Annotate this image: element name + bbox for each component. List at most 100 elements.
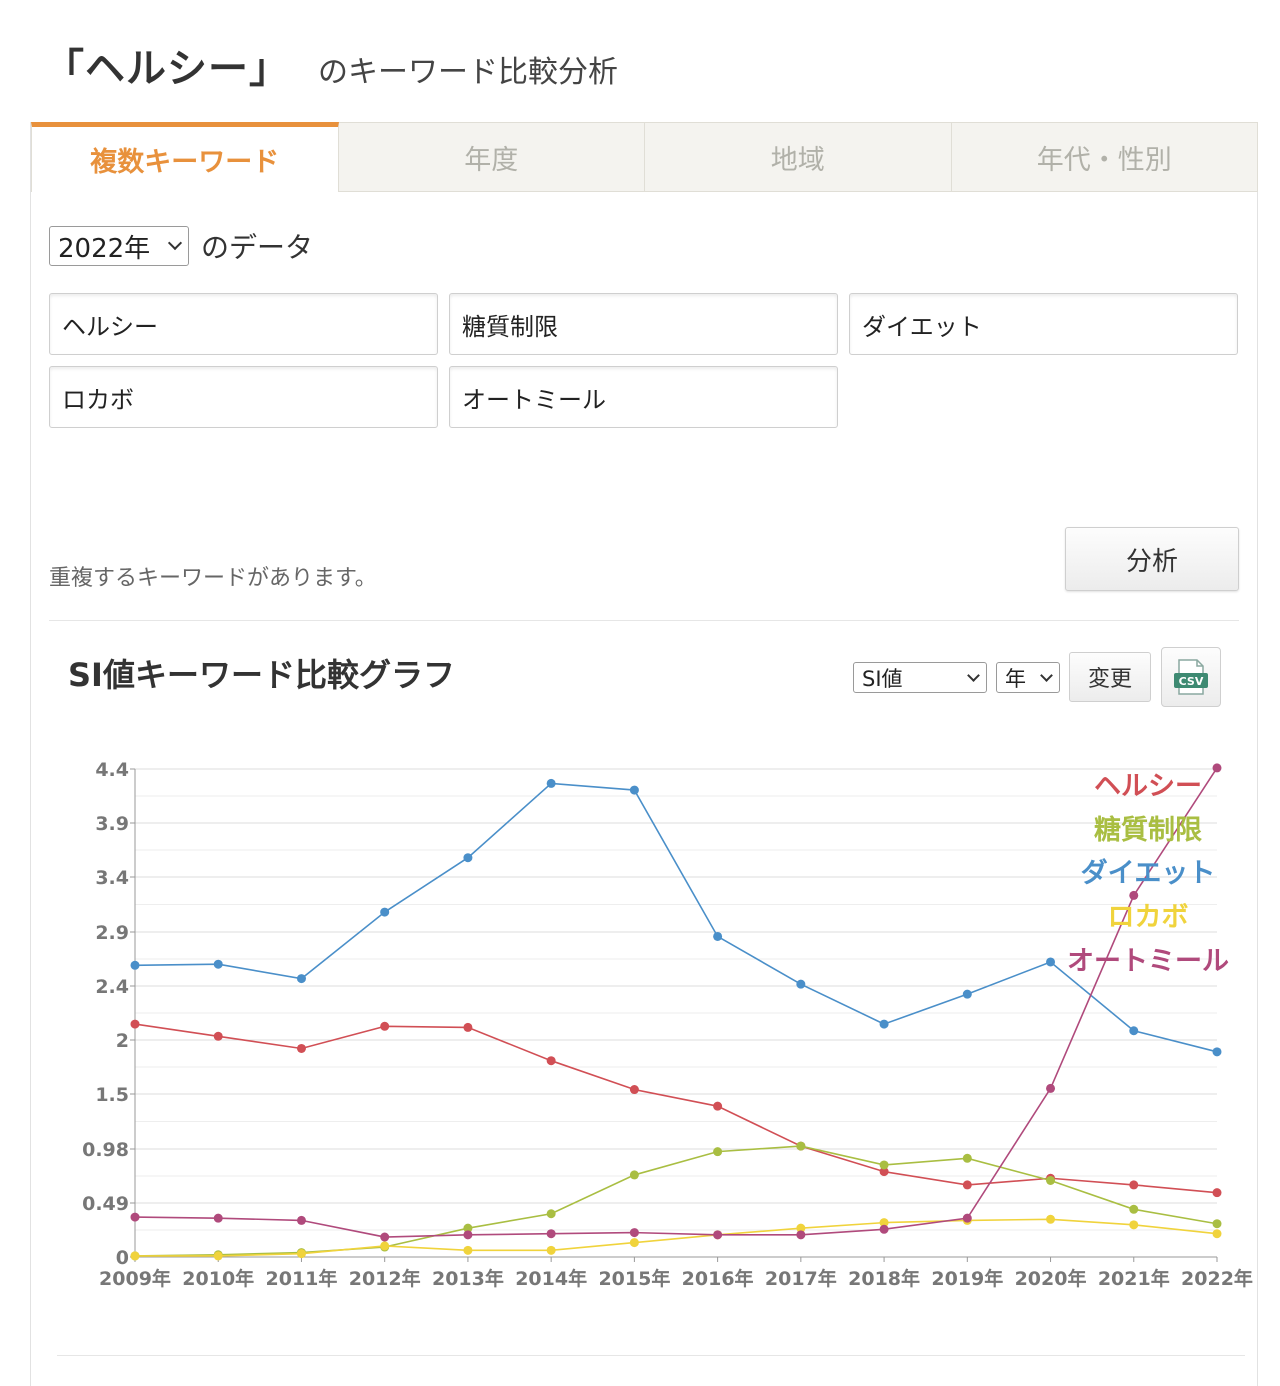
data-point xyxy=(713,931,723,941)
data-point xyxy=(213,1251,223,1261)
y-tick-label: 0 xyxy=(116,1247,129,1269)
legend-item: ダイエット xyxy=(1081,857,1216,889)
y-tick-label: 2.9 xyxy=(95,922,129,944)
data-point xyxy=(962,1153,972,1163)
data-point xyxy=(296,1043,306,1053)
data-point xyxy=(1129,1180,1139,1190)
data-point xyxy=(1212,1047,1222,1057)
tab-fiscal-year[interactable]: 年度 xyxy=(338,122,645,192)
year-suffix-label: のデータ xyxy=(201,231,314,264)
data-point xyxy=(713,1147,723,1157)
x-tick-label: 2018年 xyxy=(848,1267,920,1290)
data-point xyxy=(1129,1026,1139,1036)
keyword-input-1[interactable]: ヘルシー xyxy=(49,293,438,355)
page-title: 「ヘルシー」 のキーワード比較分析 xyxy=(44,36,618,92)
chart-series xyxy=(130,763,1222,1261)
data-point xyxy=(546,1056,556,1066)
x-tick-label: 2012年 xyxy=(349,1267,421,1290)
data-point xyxy=(213,1031,223,1041)
y-tick-label: 2 xyxy=(116,1030,129,1052)
data-point xyxy=(546,1229,556,1239)
data-point xyxy=(1212,1229,1222,1239)
x-tick-label: 2017年 xyxy=(765,1267,837,1290)
data-point xyxy=(1129,890,1139,900)
legend-item: 糖質制限 xyxy=(1094,814,1202,846)
analyze-button[interactable]: 分析 xyxy=(1065,527,1239,591)
series-line xyxy=(134,1023,1218,1194)
data-point xyxy=(130,1019,140,1029)
tab-age-gender[interactable]: 年代・性別 xyxy=(951,122,1258,192)
data-point xyxy=(879,1167,889,1177)
data-point xyxy=(629,785,639,795)
data-point xyxy=(380,907,390,917)
series-1 xyxy=(130,1019,1222,1198)
data-point xyxy=(1212,1219,1222,1229)
period-select[interactable]: 年 xyxy=(996,662,1060,693)
data-point xyxy=(213,1213,223,1223)
data-point xyxy=(796,1223,806,1233)
y-tick-label: 3.4 xyxy=(95,867,129,889)
data-point xyxy=(463,1230,473,1240)
bottom-divider xyxy=(57,1355,1245,1356)
data-point xyxy=(629,1085,639,1095)
data-point xyxy=(796,979,806,989)
csv-download-button[interactable]: CSV xyxy=(1161,647,1221,707)
csv-icon-text: CSV xyxy=(1179,675,1204,688)
data-point xyxy=(796,1141,806,1151)
data-point xyxy=(1129,1220,1139,1230)
x-tick-label: 2014年 xyxy=(515,1267,587,1290)
keyword-input-3[interactable]: ダイエット xyxy=(849,293,1238,355)
series-5 xyxy=(130,763,1222,1242)
y-tick-label: 0.49 xyxy=(82,1193,129,1215)
data-point xyxy=(213,959,223,969)
tab-bar: 複数キーワード 年度 地域 年代・性別 xyxy=(31,122,1258,192)
page-title-suffix: のキーワード比較分析 xyxy=(318,55,618,90)
keyword-input-4[interactable]: ロカボ xyxy=(49,366,438,428)
x-tick-label: 2015年 xyxy=(598,1267,670,1290)
data-point xyxy=(463,1022,473,1032)
data-point xyxy=(380,1021,390,1031)
data-point xyxy=(130,960,140,970)
data-point xyxy=(879,1019,889,1029)
x-tick-label: 2022年 xyxy=(1181,1267,1253,1290)
x-tick-label: 2011年 xyxy=(266,1267,338,1290)
x-tick-label: 2021年 xyxy=(1098,1267,1170,1290)
data-point xyxy=(546,778,556,788)
chart-title: SI値キーワード比較グラフ xyxy=(68,656,455,694)
metric-select[interactable]: SI値 xyxy=(853,662,987,693)
period-select-value: 年 xyxy=(1005,666,1026,691)
y-tick-label: 3.9 xyxy=(95,813,129,835)
keyword-input-2[interactable]: 糖質制限 xyxy=(449,293,838,355)
legend-item: オートミール xyxy=(1067,946,1229,977)
data-point xyxy=(1046,1175,1056,1185)
y-tick-label: 4.4 xyxy=(95,759,129,781)
tab-region[interactable]: 地域 xyxy=(645,122,952,192)
data-point xyxy=(962,1180,972,1190)
data-point xyxy=(879,1160,889,1170)
data-point xyxy=(296,1249,306,1259)
section-divider xyxy=(49,620,1239,621)
data-point xyxy=(296,1215,306,1225)
year-select[interactable]: 2022年 xyxy=(49,226,189,266)
series-line xyxy=(134,767,1218,1238)
metric-select-value: SI値 xyxy=(862,666,903,691)
keyword-input-5[interactable]: オートミール xyxy=(449,366,838,428)
change-button[interactable]: 変更 xyxy=(1069,652,1151,702)
data-point xyxy=(629,1238,639,1248)
data-point xyxy=(962,1213,972,1223)
data-point xyxy=(796,1230,806,1240)
series-3 xyxy=(130,778,1222,1057)
data-point xyxy=(1212,763,1222,773)
data-point xyxy=(130,1251,140,1261)
data-point xyxy=(879,1218,889,1228)
y-tick-label: 2.4 xyxy=(95,976,129,998)
x-tick-label: 2013年 xyxy=(432,1267,504,1290)
tab-multiple-keywords[interactable]: 複数キーワード xyxy=(31,122,339,192)
data-point xyxy=(1046,1083,1056,1093)
page-title-keyword: 「ヘルシー」 xyxy=(44,46,290,92)
csv-download-icon: CSV xyxy=(1174,659,1208,695)
data-point xyxy=(1129,1204,1139,1214)
y-tick-label: 1.5 xyxy=(95,1084,129,1106)
